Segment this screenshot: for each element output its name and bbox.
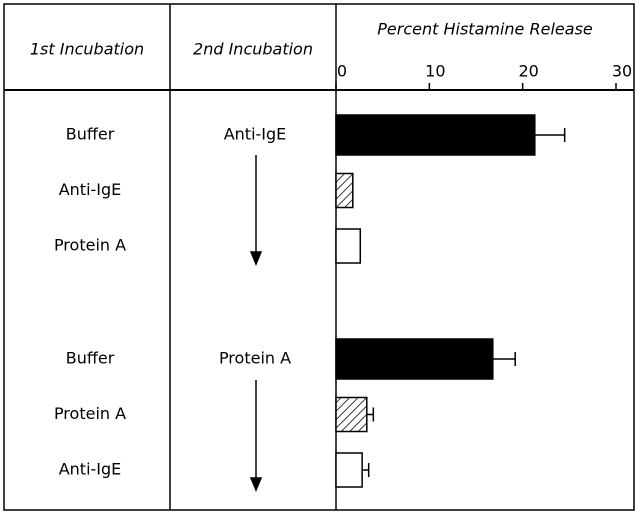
- bar: [335, 338, 494, 380]
- x-tick-label: 0: [337, 62, 347, 81]
- x-tick-label: 30: [612, 62, 632, 81]
- column-header: 2nd Incubation: [193, 40, 313, 59]
- bar: [335, 396, 368, 433]
- row-label: Anti-IgE: [59, 460, 122, 479]
- row-label: Anti-IgE: [224, 125, 287, 144]
- bar: [335, 114, 536, 156]
- bar: [335, 172, 354, 209]
- bar: [335, 228, 362, 264]
- row-label: Protein A: [54, 236, 126, 255]
- row-label: Protein A: [54, 404, 126, 423]
- column-header: 1st Incubation: [30, 40, 144, 59]
- frame: [3, 3, 635, 511]
- x-tick-label: 10: [425, 62, 445, 81]
- x-tick-label: 20: [518, 62, 538, 81]
- row-label: Buffer: [66, 125, 115, 144]
- bar: [335, 452, 363, 488]
- row-label: Buffer: [66, 349, 115, 368]
- axis-title: Percent Histamine Release: [377, 20, 593, 39]
- arrows: [249, 155, 263, 492]
- row-label: Anti-IgE: [59, 180, 122, 199]
- row-label: Protein A: [219, 349, 291, 368]
